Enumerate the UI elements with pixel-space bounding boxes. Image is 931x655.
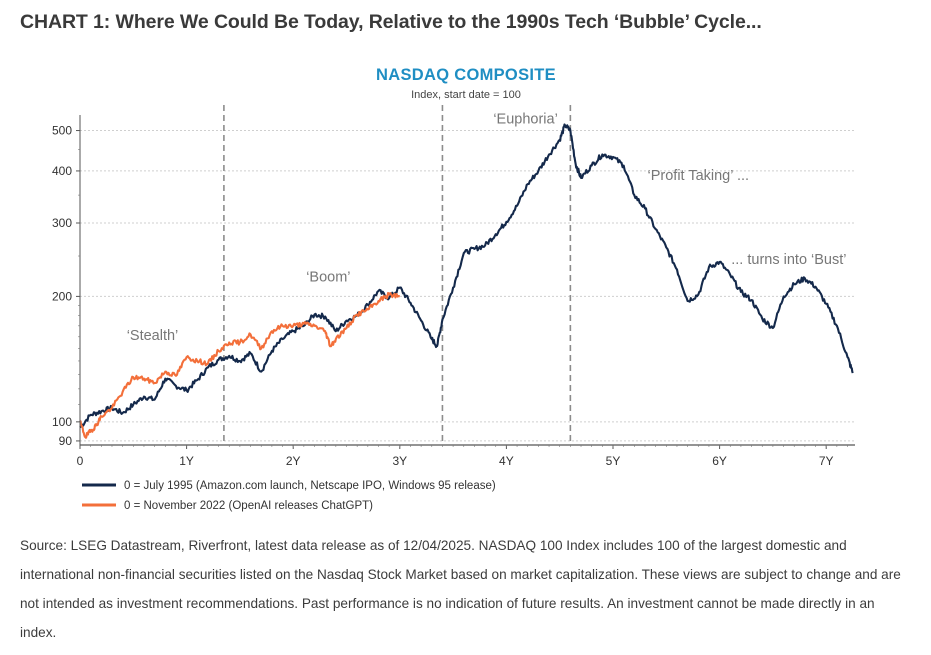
series-line	[79, 123, 854, 429]
chart-subtitle: Index, start date = 100	[411, 89, 521, 101]
annotations: ‘Stealth’ ‘Boom’ ‘Euphoria’ ‘Profit Taking’…	[127, 111, 847, 344]
legend: 0 = July 1995 (Amazon.com launch, Netsca…	[82, 480, 496, 512]
phase-annotation: ‘Profit Taking’ ...	[648, 168, 750, 184]
y-tick-label: 300	[52, 216, 72, 230]
y-tick-label: 500	[52, 124, 72, 138]
chart-title: NASDAQ COMPOSITE	[376, 66, 556, 84]
series-line	[79, 291, 401, 439]
phase-annotation: ‘Boom’	[306, 270, 350, 286]
nasdaq-chart: NASDAQ COMPOSITE Index, start date = 100…	[52, 66, 855, 512]
x-tick-label: 4Y	[499, 454, 514, 468]
y-tick-label: 400	[52, 164, 72, 178]
y-tick-label: 100	[52, 415, 72, 429]
x-tick-label: 2Y	[286, 454, 301, 468]
phase-annotation: ... turns into ‘Bust’	[731, 252, 846, 268]
x-tick-label: 3Y	[392, 454, 407, 468]
axes: 90 100 200 300 400 500 0 1Y 2Y 3Y 4Y 5Y 6Y 7Y	[52, 115, 855, 468]
x-tick-label: 7Y	[819, 454, 834, 468]
series-lines	[79, 123, 854, 439]
legend-label: 0 = July 1995 (Amazon.com launch, Netsca…	[124, 480, 496, 492]
source-footnote: Source: LSEG Datastream, Riverfront, lat…	[20, 538, 901, 640]
legend-label: 0 = November 2022 (OpenAI releases ChatG…	[124, 500, 373, 512]
y-tick-label: 90	[59, 434, 73, 448]
x-tick-label: 5Y	[606, 454, 621, 468]
phase-annotation: ‘Stealth’	[127, 328, 179, 344]
phase-annotation: ‘Euphoria’	[493, 111, 558, 127]
phase-dividers	[223, 105, 572, 445]
page-title: CHART 1: Where We Could Be Today, Relati…	[20, 11, 762, 33]
x-tick-label: 0	[77, 454, 84, 468]
x-tick-label: 1Y	[179, 454, 194, 468]
y-tick-label: 200	[52, 289, 72, 303]
gridlines	[80, 130, 855, 442]
x-tick-label: 6Y	[712, 454, 727, 468]
